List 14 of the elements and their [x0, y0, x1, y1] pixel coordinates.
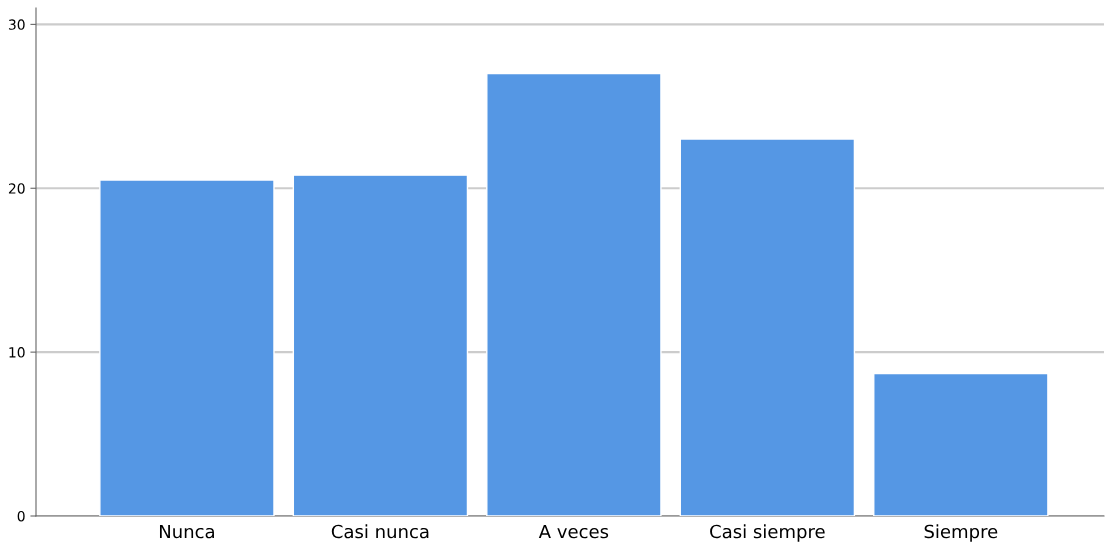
bar [679, 138, 856, 516]
y-tick-label: 20 [8, 183, 25, 194]
y-tick-label: 0 [17, 510, 25, 522]
x-tick-label: Casi siempre [710, 524, 825, 542]
x-tick-label: Casi nunca [331, 524, 429, 539]
y-tick-label: 30 [8, 19, 25, 30]
x-tick-label: Siempre [924, 524, 998, 542]
y-tick-label: 10 [9, 347, 25, 358]
bar [873, 372, 1049, 516]
x-tick-label: Nunca [159, 524, 214, 539]
bar [292, 174, 469, 516]
x-tick-label: A veces [538, 524, 609, 539]
bar [99, 179, 275, 516]
bar [486, 72, 662, 516]
